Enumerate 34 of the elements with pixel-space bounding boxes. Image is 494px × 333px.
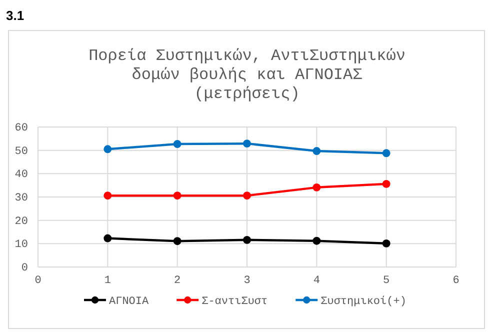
x-tick-label: 6	[452, 274, 460, 287]
x-tick-label: 2	[174, 274, 181, 287]
y-tick-label: 20	[14, 216, 28, 228]
x-tick-label: 1	[104, 274, 112, 287]
point	[173, 237, 182, 246]
y-tick-label: 50	[14, 146, 28, 158]
y-tick-label: 0	[21, 262, 28, 275]
point	[312, 236, 321, 245]
point	[104, 234, 112, 242]
point	[173, 192, 182, 200]
point	[104, 192, 112, 200]
point	[243, 236, 251, 244]
y-tick-label: 60	[14, 122, 28, 135]
x-tick-label: 5	[383, 274, 390, 287]
legend-label: Σ-αντιΣυστ	[202, 296, 268, 308]
point	[173, 140, 182, 148]
y-tick-label: 40	[14, 169, 28, 182]
point	[312, 147, 321, 156]
point	[104, 145, 112, 154]
chart-title: Πορεία Συστημικών, ΑντιΣυστημικών δομών βουλής και ΑΓΝΟΙΑΣ (μετρήσεις)	[88, 47, 406, 103]
x-tick-label: 3	[244, 274, 250, 287]
point	[243, 192, 251, 200]
x-tick-label: 4	[313, 274, 320, 287]
x-tick-label: 0	[34, 274, 42, 287]
y-tick-label: 10	[14, 239, 28, 252]
point	[382, 239, 390, 248]
point	[312, 183, 321, 192]
legend-label: Συστημικοί(+)	[320, 295, 406, 308]
point	[243, 140, 251, 148]
point	[382, 149, 390, 158]
legend-label: ΑΓΝΟΙΑ	[109, 296, 150, 308]
text: 3.1	[6, 8, 24, 23]
y-tick-label: 30	[14, 192, 28, 205]
point	[382, 180, 390, 188]
